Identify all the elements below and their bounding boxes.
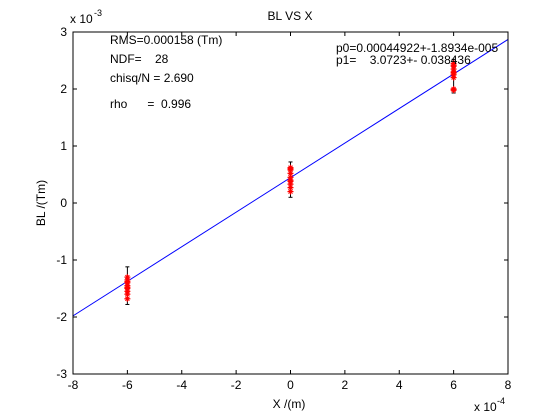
y-exponent-base: x 10 <box>70 12 93 26</box>
y-tick-label: 0 <box>60 196 67 210</box>
y-tick-label: -3 <box>56 367 67 381</box>
y-tick-label: 2 <box>60 82 67 96</box>
data-point-diag2 <box>451 70 456 76</box>
fit-p1: p1= 3.0723+- 0.038436 <box>336 53 471 67</box>
data-point <box>124 278 131 285</box>
data-point-diag2 <box>125 291 130 297</box>
x-exponent-base: x 10 <box>474 400 497 414</box>
stats-rms: RMS=0.000158 (Tm) <box>110 33 222 47</box>
plot-frame <box>72 31 509 375</box>
data-point <box>124 284 131 291</box>
x-tick-label: -4 <box>176 378 187 392</box>
y-axis-label: BL /(Tm) <box>34 180 48 226</box>
data-point <box>450 87 457 94</box>
plot-area <box>73 32 508 374</box>
data-point-diag2 <box>288 166 293 172</box>
x-tick-label: 6 <box>450 378 457 392</box>
x-tick-label: -8 <box>68 378 79 392</box>
stats-chisq: chisq/N = 2.690 <box>110 71 194 85</box>
x-exponent-power: -4 <box>497 396 505 406</box>
x-tick-label: 8 <box>505 378 512 392</box>
data-point-diag2 <box>288 178 293 184</box>
x-tick-label: 2 <box>342 378 349 392</box>
y-tick-label: 3 <box>60 25 67 39</box>
y-tick-label: -1 <box>56 253 67 267</box>
data-point <box>287 178 294 185</box>
data-point-diag2 <box>288 189 293 194</box>
stats-ndf: NDF= 28 <box>110 52 169 66</box>
axis-ticks: -8 -6 -4 -2 0 2 4 6 8 -3 -2 -1 0 1 2 3 <box>56 25 511 392</box>
data-point <box>287 165 294 172</box>
data-point-diag2 <box>451 87 456 93</box>
chart-title: BL VS X <box>268 9 313 23</box>
data-point-diag2 <box>451 62 456 68</box>
data-point-diag2 <box>125 296 130 302</box>
data-point-diag2 <box>125 279 130 285</box>
x-tick-label: 0 <box>287 378 294 392</box>
data-point-diag2 <box>288 171 293 176</box>
data-point-diag2 <box>125 285 130 290</box>
y-tick-label: -2 <box>56 310 67 324</box>
data-points-group <box>124 60 457 302</box>
data-point-diag2 <box>288 185 293 190</box>
x-tick-label: 4 <box>396 378 403 392</box>
stats-rho: rho = 0.996 <box>110 97 191 111</box>
data-point <box>450 70 457 77</box>
fit-p0: p0=0.00044922+-1.8934e-005 <box>336 41 498 55</box>
data-point-diag2 <box>451 75 456 80</box>
x-axis-label: X /(m) <box>273 397 306 411</box>
x-tick-label: -6 <box>122 378 133 392</box>
data-point <box>450 62 457 69</box>
data-point <box>287 188 294 195</box>
data-point <box>124 295 131 302</box>
x-tick-label: -2 <box>231 378 242 392</box>
y-tick-label: 1 <box>60 139 67 153</box>
y-exponent-power: -3 <box>94 8 102 18</box>
